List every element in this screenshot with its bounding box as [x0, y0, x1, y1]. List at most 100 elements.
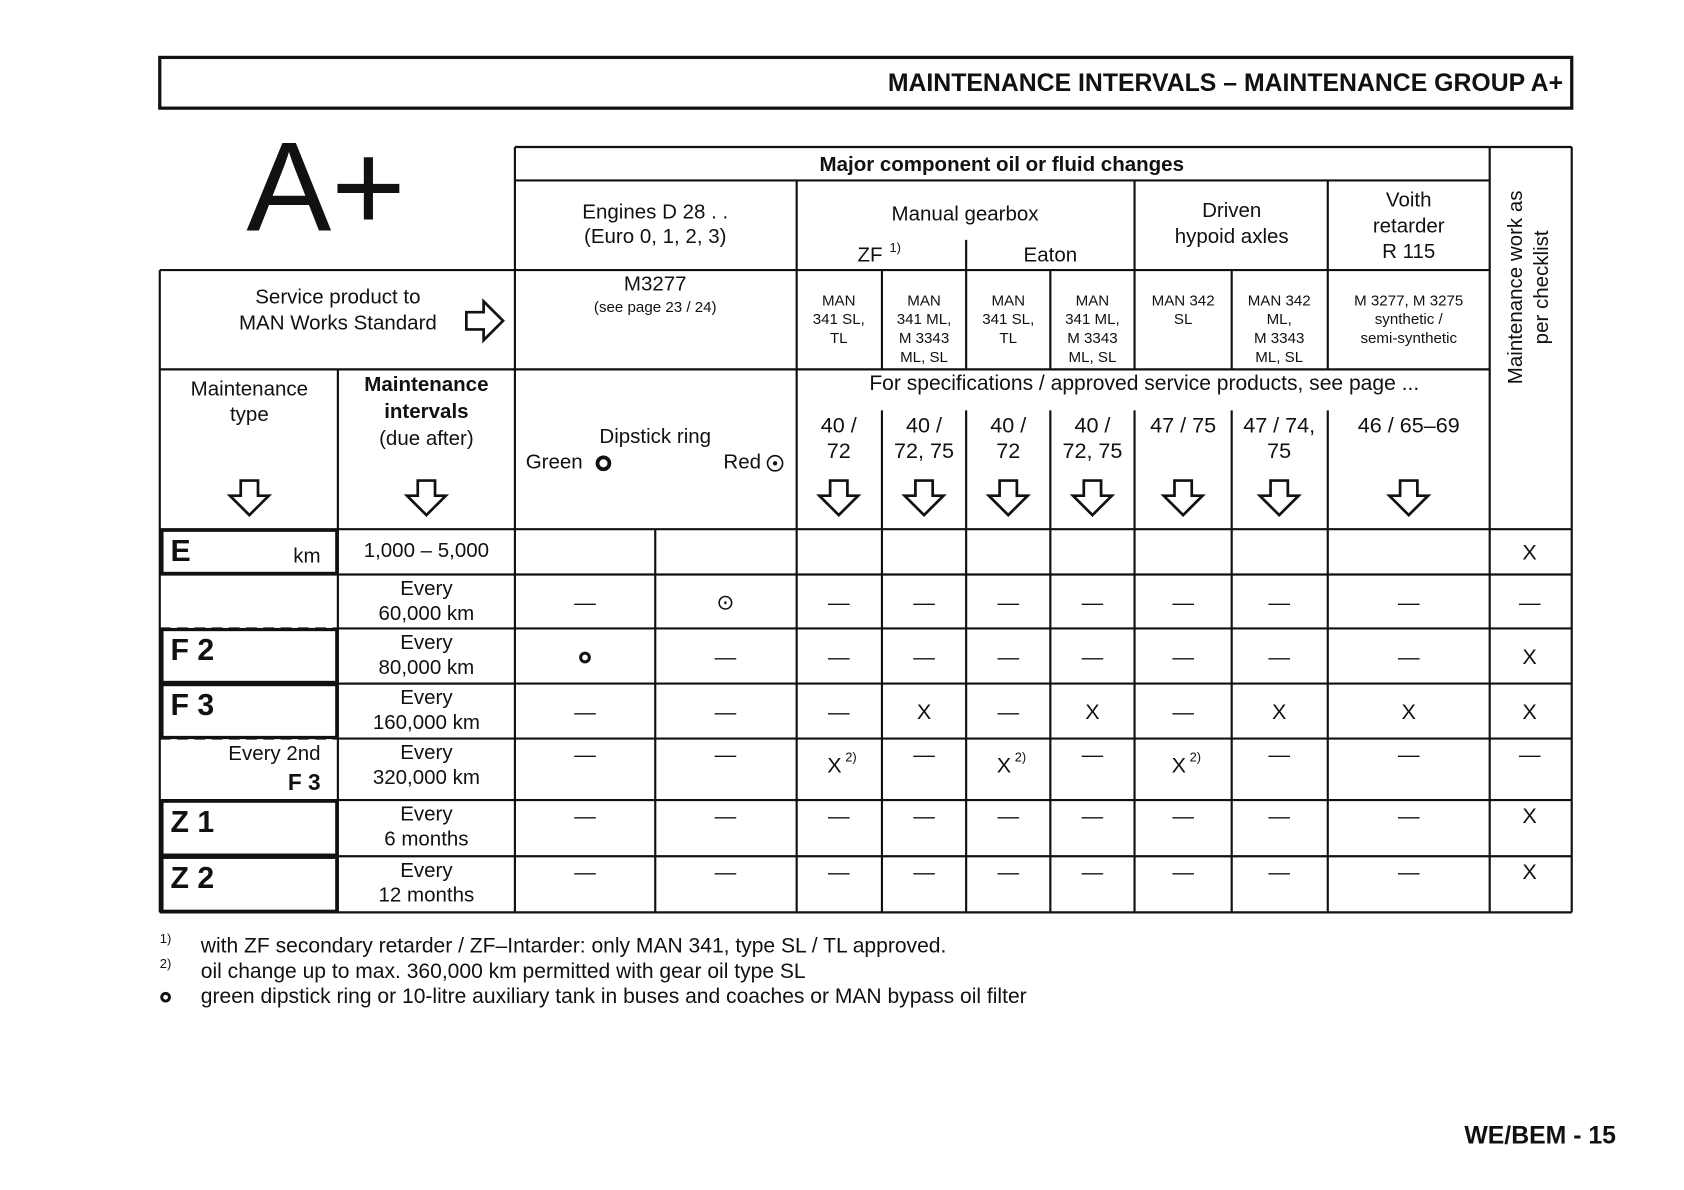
logo: A+ — [246, 115, 405, 257]
axles-label: Driven — [1202, 199, 1261, 222]
down-arrow — [403, 479, 450, 518]
interval: 320,000 km — [373, 766, 480, 789]
cell-value: — — [715, 699, 737, 724]
product-spec: M 3343 — [1067, 330, 1117, 347]
label-frame — [160, 855, 339, 913]
cell-value: — — [1082, 803, 1104, 828]
cell-value: X — [827, 752, 841, 777]
interval: 80,000 km — [379, 656, 475, 679]
interval: 60,000 km — [379, 602, 475, 625]
interval: 1,000 – 5,000 — [364, 539, 489, 562]
footnote-text: with ZF secondary retarder / ZF–Intarder… — [200, 934, 947, 957]
spec-page: 47 / 74, — [1243, 412, 1315, 437]
maintenance-type: Every 2nd — [228, 742, 320, 765]
cell-value: X — [997, 752, 1011, 777]
cell-value: — — [1398, 803, 1420, 828]
cell-value: — — [1398, 859, 1420, 884]
cell-value: — — [715, 859, 737, 884]
spec-page: 40 / — [906, 412, 942, 437]
product-spec: MAN — [907, 292, 941, 309]
type-header: Maintenance — [191, 377, 308, 400]
spec-page: 72, 75 — [1062, 438, 1122, 463]
red-label: Red — [723, 451, 761, 474]
cell-value: — — [1172, 589, 1194, 614]
interval: Every — [400, 741, 453, 764]
cell-value: — — [913, 803, 935, 828]
product-spec: SL — [1174, 311, 1192, 328]
product-spec: ML, SL — [1255, 349, 1303, 366]
cell-value: — — [1268, 859, 1290, 884]
product-spec: MAN 342 — [1248, 292, 1311, 309]
cell-note: 2) — [1190, 749, 1202, 764]
side-header: Maintenance work as per checklist — [1504, 190, 1553, 384]
cell-value: X — [1172, 752, 1186, 777]
interval: Every — [400, 859, 453, 882]
interval: Every — [400, 686, 453, 709]
cell-value: X — [1272, 699, 1286, 724]
maintenance-type: F 3 — [288, 769, 321, 795]
cell-value: — — [1172, 644, 1194, 669]
eaton-label: Eaton — [1024, 243, 1078, 266]
cell-value: X — [1402, 699, 1416, 724]
spec-page: 47 / 75 — [1150, 412, 1216, 437]
cell-value: — — [997, 644, 1019, 669]
interval-header: intervals — [384, 400, 468, 423]
cell-value: X — [1522, 644, 1536, 669]
product-spec: semi-synthetic — [1360, 330, 1457, 347]
interval: 160,000 km — [373, 711, 480, 734]
down-arrow — [816, 479, 862, 518]
down-arrow — [1069, 479, 1116, 518]
product-spec: MAN — [991, 292, 1025, 309]
spec-page: 72 — [996, 438, 1020, 463]
interval-header: (due after) — [379, 427, 474, 450]
label-frame — [160, 682, 339, 740]
footnote-marker: 2) — [160, 956, 172, 971]
spec-page: 40 / — [990, 412, 1026, 437]
cell-value: X — [917, 699, 931, 724]
cell-value: — — [1082, 644, 1104, 669]
side-header-line: Maintenance work as — [1504, 190, 1527, 384]
service-product-label: Service product to — [255, 286, 420, 309]
product-spec: 341 SL, — [813, 311, 865, 328]
cell-value: — — [1082, 742, 1104, 767]
cell-value: — — [1172, 699, 1194, 724]
zf-note: 1) — [889, 240, 901, 255]
interval: 6 months — [384, 827, 468, 850]
cell-value: — — [715, 742, 737, 767]
cell-value: ○ — [579, 644, 592, 669]
cell-value: — — [1268, 742, 1290, 767]
product-spec: ML, SL — [900, 349, 948, 366]
cell-value: — — [715, 644, 737, 669]
side-header-line: per checklist — [1530, 230, 1553, 344]
cell-value: — — [913, 644, 935, 669]
page-title: MAINTENANCE INTERVALS – MAINTENANCE GROU… — [888, 70, 1563, 97]
cell-value: — — [1172, 803, 1194, 828]
down-arrow — [1256, 479, 1302, 518]
service-product-label: MAN Works Standard — [239, 311, 437, 334]
maintenance-type: Z 1 — [171, 806, 215, 839]
engines-product: M3277 — [624, 273, 687, 296]
cell-value: — — [1268, 589, 1290, 614]
product-spec: M 3277, M 3275 — [1354, 292, 1463, 309]
cell-value: — — [715, 803, 737, 828]
retarder-label: retarder — [1373, 214, 1445, 237]
spec-page: 72 — [827, 438, 851, 463]
down-arrow — [1386, 479, 1432, 518]
cell-note: 2) — [1015, 749, 1027, 764]
green-label: Green — [526, 451, 583, 474]
interval: 12 months — [379, 884, 475, 907]
retarder-label: Voith — [1386, 188, 1432, 211]
cell-value: — — [1398, 742, 1420, 767]
cell-value: — — [828, 644, 850, 669]
footnote-marker: 1) — [160, 931, 172, 946]
product-spec: 341 ML, — [897, 311, 952, 328]
dipstick-label: Dipstick ring — [599, 425, 711, 448]
green-ring — [595, 455, 612, 472]
zf-label: ZF — [858, 243, 883, 266]
down-arrow — [226, 479, 273, 518]
axles-label: hypoid axles — [1175, 225, 1289, 248]
cell-value: — — [997, 699, 1019, 724]
maintenance-type: F 2 — [171, 634, 215, 667]
